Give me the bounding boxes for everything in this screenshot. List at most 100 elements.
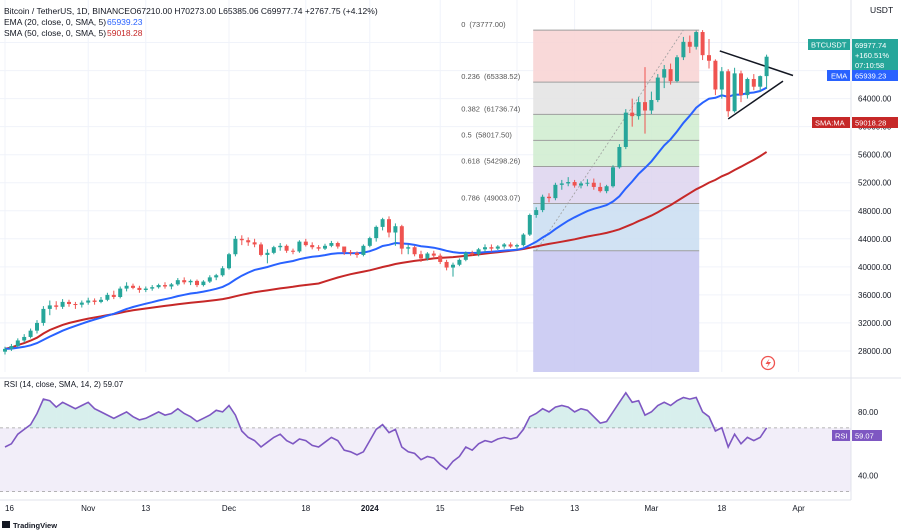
candle-body [252,242,257,245]
candle [649,91,654,115]
rsi-overbought-fill [593,416,601,428]
candle-body [182,280,187,283]
candle-body [604,186,609,192]
candle-body [547,196,551,199]
candle-body [649,100,654,111]
candle-body [259,244,263,255]
candle-body [681,41,686,58]
pattern-upper-line [719,50,794,77]
sma-50-line [4,151,768,350]
symbol-title: Bitcoin / TetherUS, 1D, BINANCE [4,6,130,16]
candle-body [668,69,673,82]
candle [540,194,545,213]
candle-body [28,330,33,337]
candle-body [527,214,532,235]
candle-body [406,247,411,249]
candle [700,30,705,61]
rsi-line [4,391,768,471]
rsi-overbought-fill [549,407,556,428]
candle [361,244,366,257]
rsi-overbought-fill [165,413,172,428]
price-tick-label: 40000.00 [858,263,892,272]
triangle-pattern [719,50,794,120]
candle [284,244,289,253]
fib-ratio: 0.5 [461,130,471,139]
candle-body [425,253,430,259]
candle-body [534,210,539,215]
fib-price: (54298.26) [484,156,521,165]
candle [227,252,231,270]
candle [547,193,551,203]
candle [86,297,91,305]
candle [591,178,596,190]
sma-price-badge: SMA:MA 59018.28 [812,117,898,128]
bolt-icon[interactable] [760,355,776,371]
candle [534,207,539,218]
candle [553,182,558,201]
candle-body [47,305,52,309]
time-axis[interactable]: 16 Nov 13 Dec 18 2024 15 Feb 13 Mar 18 Apr [5,504,805,513]
candle-body [758,76,763,87]
candle [169,282,174,290]
candle-body [585,182,590,184]
tradingview-watermark: TradingView [2,521,57,530]
ema-legend-label: EMA (20, close, 0, SMA, 5) [4,17,106,27]
candle-body [393,226,398,233]
rsi-overbought-fill [190,416,197,428]
fib-price: (73777.00) [469,20,506,29]
fib-ratio: 0.786 [461,194,480,203]
rsi-overbought-fill [542,408,549,428]
candle-body [284,245,289,251]
candle-body [278,245,283,248]
candle-body [291,250,295,252]
time-tick-label: Apr [792,504,805,513]
candle [399,224,404,255]
candle [297,240,302,253]
time-tick-label: Nov [81,504,95,513]
rsi-overbought-fill [158,411,165,428]
watermark-text: TradingView [13,521,57,530]
rsi-overbought-fill [152,411,159,428]
candle-body [508,244,513,247]
time-tick-label: Dec [222,504,236,513]
fib-level-label: 0.382 (61736.74) [461,104,521,113]
time-tick-label: Mar [645,504,659,513]
rsi-overbought-fill [606,411,613,428]
chart-legend: Bitcoin / TetherUS, 1D, BINANCE O67210.0… [4,6,378,38]
fib-trend-line [535,29,684,251]
candle [566,177,571,187]
candle [483,244,487,253]
candle-body [271,247,276,253]
candle [598,182,603,193]
candle-body [323,245,327,249]
candle [67,299,71,307]
rsi-overbought-fill [75,405,82,428]
fib-price: (65338.52) [484,72,521,81]
fib-price: (61736.74) [484,104,521,113]
candle [463,251,468,262]
candle-body [643,102,647,111]
candle [758,75,763,92]
candle-body [143,288,148,290]
candle [329,240,334,248]
rsi-overbought-fill [120,411,127,428]
candle-body [329,243,334,246]
rsi-overbought-fill [62,402,69,428]
rsi-pane: 80.00 40.00 [0,391,879,493]
fib-level-label: 0.786 (49003.07) [461,194,521,203]
fib-retracement: 0 (73777.00) 0.236 (65338.52) 0.382 (61736.74… [461,20,700,372]
candle-body [623,112,628,147]
candle-body [118,288,123,297]
candle [15,338,20,348]
candle-body [169,284,174,287]
candle-body [342,246,347,253]
candle [745,77,750,99]
price-tick-label: 36000.00 [858,291,892,300]
fib-ratio: 0.382 [461,104,480,113]
candle [195,279,199,288]
candle-body [22,336,27,341]
candle [265,249,270,264]
rsi-overbought-fill [43,399,50,428]
fib-band [533,30,700,83]
